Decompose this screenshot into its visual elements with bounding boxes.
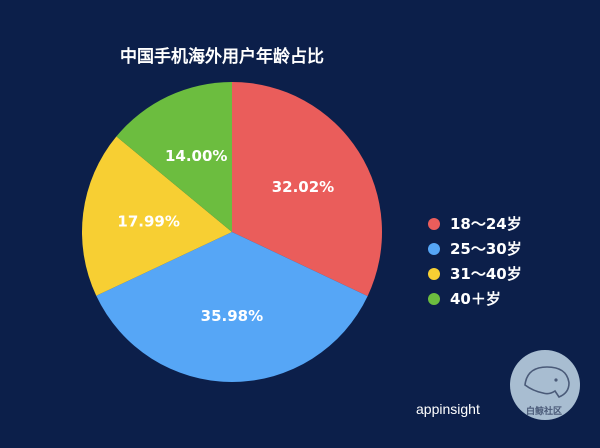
brand-logo: appinsight: [416, 401, 480, 417]
pie-slice-labels: 32.02% 35.98% 17.99% 14.00%: [117, 147, 334, 325]
pie-slice: [116, 82, 232, 232]
legend-label: 31～40岁: [450, 265, 522, 283]
pie-slice: [81, 136, 232, 296]
watermark: 白鲸社区: [510, 350, 580, 420]
legend-swatch: [428, 218, 440, 230]
whale-eye: [554, 378, 558, 382]
watermark-text: 白鲸社区: [526, 405, 562, 417]
legend-label: 18～24岁: [450, 215, 522, 233]
legend-label: 40＋岁: [450, 290, 501, 308]
pie-slices: [81, 82, 382, 382]
legend-label: 25～30岁: [450, 240, 522, 258]
slice-value-label: 17.99%: [117, 212, 179, 230]
whale-icon: [510, 350, 580, 420]
legend-swatch: [428, 268, 440, 280]
legend-swatch: [428, 243, 440, 255]
whale-shape: [524, 366, 570, 398]
legend-swatch: [428, 293, 440, 305]
pie-slice: [96, 232, 368, 382]
legend: 18～24岁 25～30岁 31～40岁 40＋岁: [428, 215, 522, 308]
slice-value-label: 35.98%: [201, 307, 263, 325]
slice-value-label: 14.00%: [165, 147, 227, 165]
chart-title: 中国手机海外用户年龄占比: [120, 46, 324, 67]
pie-slice: [232, 82, 382, 297]
slice-value-label: 32.02%: [272, 178, 334, 196]
